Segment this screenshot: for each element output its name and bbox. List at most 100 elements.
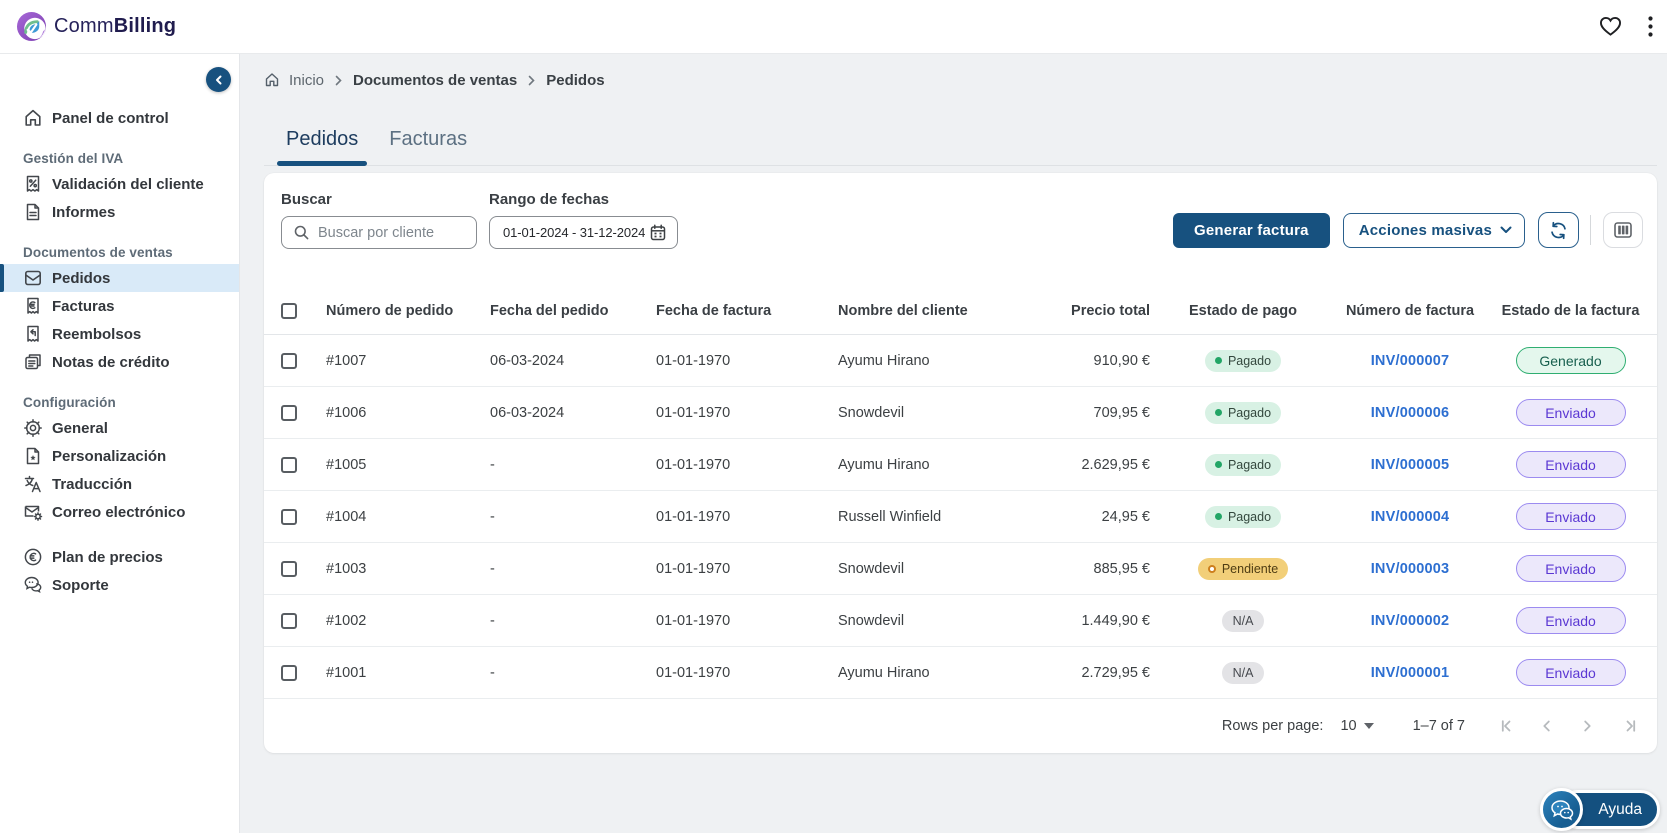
date-range-picker[interactable]: 01-01-2024 - 31-12-2024 [489,216,678,249]
select-all-checkbox[interactable] [281,302,297,319]
sidebar-section-label: Configuración [23,395,116,410]
cell-total-price: 1.449,90 € [1081,612,1150,629]
row-checkbox[interactable] [281,612,297,629]
invoice-status-badge: Enviado [1515,399,1626,426]
favorites-button[interactable] [1599,16,1622,37]
status-dot-icon [1214,461,1222,468]
breadcrumb-item-inicio[interactable]: Inicio [289,71,325,89]
sidebar-spacer [0,526,239,543]
sidebar-item-label: Informes [52,203,116,221]
sidebar-item-pedidos[interactable]: Pedidos [0,264,239,292]
table-row: #1007 06-03-2024 01-01-1970 Ayumu Hirano 910… [264,335,1657,387]
chevron-left-icon [213,74,225,86]
search-input[interactable] [318,224,466,241]
sidebar-item-personalizacion[interactable]: Personalización [0,442,239,470]
cell-total-price: 2.629,95 € [1081,456,1150,473]
invoice-number-link[interactable]: INV/000001 [1370,664,1450,681]
sidebar-item-notas-de-credito[interactable]: Notas de crédito [0,348,239,376]
cell-order-number: #1002 [326,612,367,629]
column-header-invoice-date: Fecha de factura [656,302,772,319]
table-row: #1002 - 01-01-1970 Snowdevil 1.449,90 € N/A IN… [264,595,1657,647]
overflow-menu-button[interactable] [1648,16,1653,37]
chat-bubbles-icon [1550,799,1574,821]
columns-icon [1613,220,1633,240]
date-range-value: 01-01-2024 - 31-12-2024 [503,225,646,240]
cell-client-name: Russell Winfield [838,508,942,525]
invoice-number-link[interactable]: INV/000006 [1370,404,1450,421]
next-page-button[interactable] [1567,708,1607,744]
caret-down-icon [1363,723,1374,729]
refresh-button[interactable] [1538,212,1579,248]
refund-icon [23,324,43,344]
sidebar-collapse-button[interactable] [206,67,231,92]
refresh-icon [1549,221,1568,240]
cell-client-name: Snowdevil [838,612,905,629]
invoice-number-link[interactable]: INV/000007 [1370,352,1450,369]
sidebar-item-traduccion[interactable]: Traducción [0,470,239,498]
payment-status-label: Pagado [1227,457,1272,472]
chevron-right-icon [528,75,535,86]
manage-columns-button[interactable] [1603,212,1643,248]
search-label: Buscar [281,191,332,208]
row-checkbox[interactable] [281,456,297,473]
payment-status-badge: N/A [1221,609,1265,632]
chat-bubbles-icon [23,575,43,595]
vertical-divider [1590,215,1591,245]
tab-facturas[interactable]: Facturas [380,128,476,165]
payment-status-badge: Pendiente [1197,557,1289,580]
table-header-row: Número de pedido Fecha del pedido Fecha … [264,287,1657,335]
row-checkbox[interactable] [281,560,297,577]
breadcrumb-item-pedidos: Pedidos [546,71,605,89]
euro-circle-icon [23,547,43,567]
home-icon [23,108,43,128]
sidebar-section-label: Documentos de ventas [23,245,173,260]
help-chat-button[interactable] [1540,788,1583,831]
date-range-label: Rango de fechas [489,191,610,208]
previous-page-button[interactable] [1527,708,1567,744]
sidebar-item-plan-de-precios[interactable]: Plan de precios [0,543,239,571]
cell-invoice-date: 01-01-1970 [656,508,731,525]
rows-per-page-select[interactable]: 10 [1340,718,1374,734]
tab-pedidos[interactable]: Pedidos [277,128,368,166]
row-checkbox[interactable] [281,404,297,421]
cell-invoice-date: 01-01-1970 [656,612,731,629]
invoice-number-link[interactable]: INV/000003 [1370,560,1450,577]
cell-client-name: Snowdevil [838,560,905,577]
invoice-status-badge: Generado [1515,347,1626,374]
row-checkbox[interactable] [281,508,297,525]
last-page-button[interactable] [1607,708,1653,744]
cell-total-price: 709,95 € [1093,404,1150,421]
invoice-number-link[interactable]: INV/000004 [1370,508,1450,525]
chevron-down-icon [1500,226,1512,234]
bulk-actions-button[interactable]: Acciones masivas [1342,212,1525,248]
sidebar-item-soporte[interactable]: Soporte [0,571,239,599]
sidebar-item-facturas[interactable]: Facturas [0,292,239,320]
table-row: #1004 - 01-01-1970 Russell Winfield 24,95 € P… [264,491,1657,543]
cell-order-number: #1004 [326,508,367,525]
sidebar-item-label: Correo electrónico [52,503,186,521]
payment-status-label: Pagado [1227,353,1272,368]
table-row: #1006 06-03-2024 01-01-1970 Snowdevil 709,95… [264,387,1657,439]
first-page-button[interactable] [1487,708,1527,744]
breadcrumb-item-documentos[interactable]: Documentos de ventas [353,71,518,89]
sidebar-item-label: Panel de control [52,109,169,127]
sidebar-item-panel-de-control[interactable]: Panel de control [0,104,239,132]
cell-order-number: #1003 [326,560,367,577]
sidebar-item-validacion-del-cliente[interactable]: Validación del cliente [0,170,239,198]
invoice-number-link[interactable]: INV/000002 [1370,612,1450,629]
invoice-status-badge: Enviado [1515,555,1626,582]
invoice-number-link[interactable]: INV/000005 [1370,456,1450,473]
cell-client-name: Ayumu Hirano [838,456,930,473]
sidebar-item-informes[interactable]: Informes [0,198,239,226]
sidebar-item-reembolsos[interactable]: Reembolsos [0,320,239,348]
row-checkbox[interactable] [281,664,297,681]
row-checkbox[interactable] [281,352,297,369]
invoice-status-badge: Enviado [1515,659,1626,686]
payment-status-badge: Pagado [1204,453,1282,476]
generate-invoice-button[interactable]: Generar factura [1173,212,1330,248]
sidebar-item-general[interactable]: General [0,414,239,442]
sidebar-item-correo-electronico[interactable]: Correo electrónico [0,498,239,526]
column-header-payment-status: Estado de pago [1189,302,1297,319]
home-icon[interactable] [264,72,280,88]
cell-total-price: 885,95 € [1093,560,1150,577]
